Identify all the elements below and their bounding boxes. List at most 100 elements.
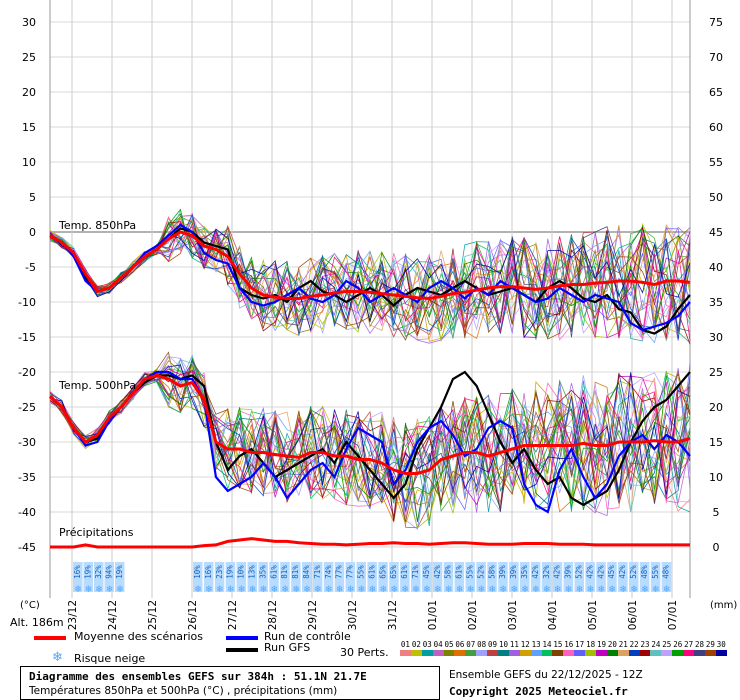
snow-risk-label: 42% — [618, 565, 627, 579]
snowflake-icon: ❄ — [467, 585, 475, 595]
snow-risk-label: 19% — [84, 565, 93, 579]
snowflake-icon: ❄ — [249, 585, 257, 595]
pert-swatch — [410, 650, 422, 656]
right-tick-label: 0 — [713, 541, 720, 554]
snowflake-icon: ❄ — [292, 585, 300, 595]
pert-number: 08 — [477, 640, 487, 649]
snow-risk-bar — [334, 562, 345, 592]
snow-risk-badges: 16%❄19%❄32%❄94%❄19%❄10%❄16%❄23%❄19%❄10%❄… — [73, 562, 672, 595]
altitude-label: Alt. 186m — [10, 616, 64, 629]
perturbation-line — [49, 356, 691, 530]
right-tick-label: 20 — [709, 401, 723, 414]
snow-risk-bar — [378, 562, 388, 592]
snow-risk-label: 39% — [509, 565, 518, 579]
snow-risk-label: 61% — [400, 565, 409, 579]
snow-risk-bar — [487, 562, 497, 592]
snow-risk-bar — [73, 562, 83, 592]
left-tick-label: 15 — [22, 121, 36, 134]
date-label: 25/12 — [147, 600, 159, 630]
snow-risk-label: 94% — [105, 565, 114, 579]
legend-control-line — [226, 636, 258, 640]
snowflake-icon: ❄ — [489, 585, 497, 595]
snow-risk-bar — [258, 562, 268, 592]
left-tick-label: -40 — [18, 506, 36, 519]
snow-risk-bar — [193, 562, 203, 592]
series-line-mean-t500 — [49, 373, 691, 475]
pert-number: 24 — [651, 640, 661, 649]
snow-risk-bar — [650, 562, 661, 592]
snow-risk-bar — [302, 562, 312, 592]
snow-risk-bar — [639, 562, 650, 592]
snowflake-icon: ❄ — [663, 585, 671, 595]
date-labels: 23/12 24/12 25/12 26/12 27/12 28/12 29/12 30/12… — [67, 600, 679, 630]
snow-risk-label: 65% — [389, 565, 398, 579]
pert-swatch — [628, 650, 640, 656]
snowflake-icon: ❄ — [576, 585, 584, 595]
pert-swatch — [672, 650, 684, 656]
snow-risk-label: 77% — [335, 565, 344, 579]
date-label: 05/01 — [587, 600, 599, 630]
snow-risk-bar — [400, 562, 410, 592]
snow-risk-bar — [104, 562, 114, 592]
date-label: 07/01 — [667, 600, 679, 630]
left-tick-label: -25 — [18, 401, 36, 414]
snow-risk-label: 55% — [357, 565, 366, 579]
snowflake-icon: ❄ — [216, 585, 224, 595]
pert-number: 10 — [498, 640, 508, 649]
pert-swatch — [715, 650, 727, 656]
snow-risk-label: 55% — [466, 565, 475, 579]
pert-swatch — [530, 650, 542, 656]
snow-risk-bar — [563, 562, 574, 592]
perturbation-line — [49, 365, 691, 529]
pert-swatch — [683, 650, 695, 656]
legend-gfs-line — [226, 648, 258, 652]
snow-risk-bar — [596, 562, 606, 592]
snowflake-icon: ❄ — [456, 585, 464, 595]
snow-risk-bar — [465, 562, 475, 592]
snowflake-icon: ❄ — [271, 585, 279, 595]
chart-subtitle: Températures 850hPa et 500hPa (°C) , pré… — [29, 685, 338, 697]
pert-number: 19 — [596, 640, 606, 649]
snow-risk-bar — [115, 562, 125, 592]
snow-risk-label: 35% — [258, 565, 267, 579]
snow-risk-label: 32% — [94, 565, 103, 579]
snow-risk-bar — [225, 562, 236, 592]
perturbation-line — [49, 362, 691, 508]
snowflake-icon: ❄ — [380, 585, 388, 595]
snow-risk-bar — [345, 562, 356, 592]
snow-risk-label: 42% — [553, 565, 562, 579]
snowflake-icon: ❄ — [619, 585, 627, 595]
snowflake-icon: ❄ — [238, 585, 246, 595]
pert-swatch — [639, 650, 651, 656]
snow-risk-bar — [443, 562, 454, 592]
pert-swatch — [400, 650, 411, 656]
date-label: 29/12 — [307, 600, 319, 630]
snow-risk-bar — [236, 562, 247, 592]
snowflake-icon: ❄ — [227, 585, 235, 595]
legend-gfs-label: Run GFS — [264, 641, 311, 654]
snowflake-icon: ❄ — [510, 585, 518, 595]
pert-number: 03 — [422, 640, 432, 649]
snow-risk-label: 10% — [193, 565, 202, 579]
left-tick-label: 25 — [22, 51, 36, 64]
left-tick-label: 5 — [29, 191, 36, 204]
snowflake-icon: ❄ — [85, 585, 93, 595]
snow-risk-label: 61% — [367, 565, 376, 579]
snowflake-icon: ❄ — [52, 650, 63, 665]
pert-number: 18 — [586, 640, 596, 649]
pert-number: 29 — [705, 640, 715, 649]
date-label: 03/01 — [507, 600, 519, 630]
pert-number: 20 — [607, 640, 617, 649]
snow-risk-label: 74% — [324, 565, 333, 579]
perturbation-line — [49, 372, 691, 508]
snow-risk-bar — [585, 562, 595, 592]
pert-swatch — [487, 650, 499, 656]
pert-number: 07 — [466, 640, 476, 649]
snow-risk-bar — [356, 562, 366, 592]
snow-risk-bar — [323, 562, 334, 592]
snow-risk-label: 45% — [607, 565, 616, 579]
snowflake-icon: ❄ — [554, 585, 562, 595]
snow-risk-label: 32% — [542, 565, 551, 579]
date-label: 30/12 — [347, 600, 359, 630]
